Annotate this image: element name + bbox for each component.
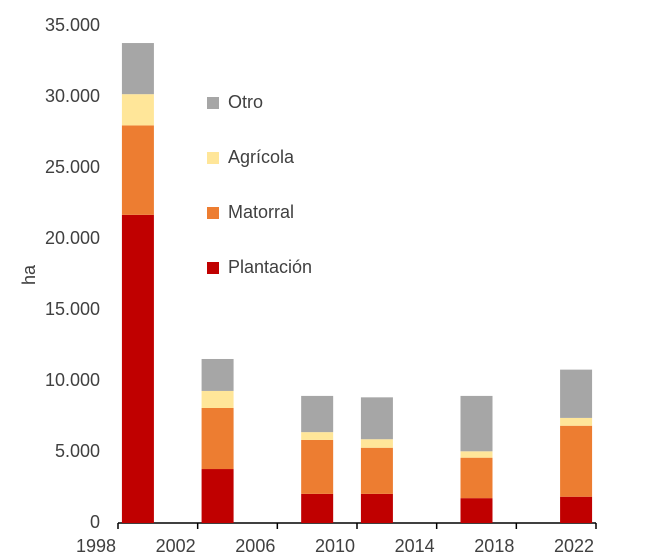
bar-segment — [360, 447, 393, 494]
bar-segment — [301, 439, 334, 494]
x-tick-label: 2022 — [554, 536, 594, 556]
y-axis-label: ha — [19, 264, 39, 285]
bar-segment — [460, 457, 493, 499]
bar-segment — [560, 369, 593, 418]
bar-segment — [121, 94, 154, 126]
legend-swatch — [207, 152, 219, 164]
legend-label: Plantación — [228, 257, 312, 277]
y-tick-label: 15.000 — [45, 299, 100, 319]
y-tick-label: 20.000 — [45, 228, 100, 248]
x-tick-label: 1998 — [76, 536, 116, 556]
bar-segment — [201, 358, 234, 391]
bar-segment — [560, 425, 593, 497]
bar-segment — [121, 43, 154, 95]
bar-segment — [460, 395, 493, 452]
bar-segment — [201, 469, 234, 523]
bar-segment — [360, 493, 393, 523]
y-tick-label: 35.000 — [45, 15, 100, 35]
bar-segment — [121, 125, 154, 215]
bar-segment — [460, 451, 493, 458]
legend-label: Matorral — [228, 202, 294, 222]
y-tick-label: 5.000 — [55, 441, 100, 461]
bar-segment — [360, 397, 393, 440]
y-tick-label: 30.000 — [45, 86, 100, 106]
y-tick-label: 25.000 — [45, 157, 100, 177]
legend-swatch — [207, 207, 219, 219]
bar-segment — [301, 432, 334, 440]
legend-swatch — [207, 97, 219, 109]
bar-segment — [121, 214, 154, 524]
bar-segment — [201, 390, 234, 408]
bar-segment — [201, 407, 234, 470]
bar-segment — [560, 417, 593, 426]
legend-label: Agrícola — [228, 147, 295, 167]
x-tick-label: 2002 — [156, 536, 196, 556]
legend-label: Otro — [228, 92, 263, 112]
bar-segment — [301, 493, 334, 523]
bar-segment — [460, 498, 493, 523]
x-tick-label: 2006 — [235, 536, 275, 556]
x-tick-label: 2018 — [474, 536, 514, 556]
bar-segment — [360, 439, 393, 448]
x-tick-label: 2010 — [315, 536, 355, 556]
x-tick-label: 2014 — [395, 536, 435, 556]
legend-swatch — [207, 262, 219, 274]
bar-segment — [560, 496, 593, 523]
y-tick-label: 0 — [90, 512, 100, 532]
y-tick-label: 10.000 — [45, 370, 100, 390]
bar-segment — [301, 395, 334, 433]
